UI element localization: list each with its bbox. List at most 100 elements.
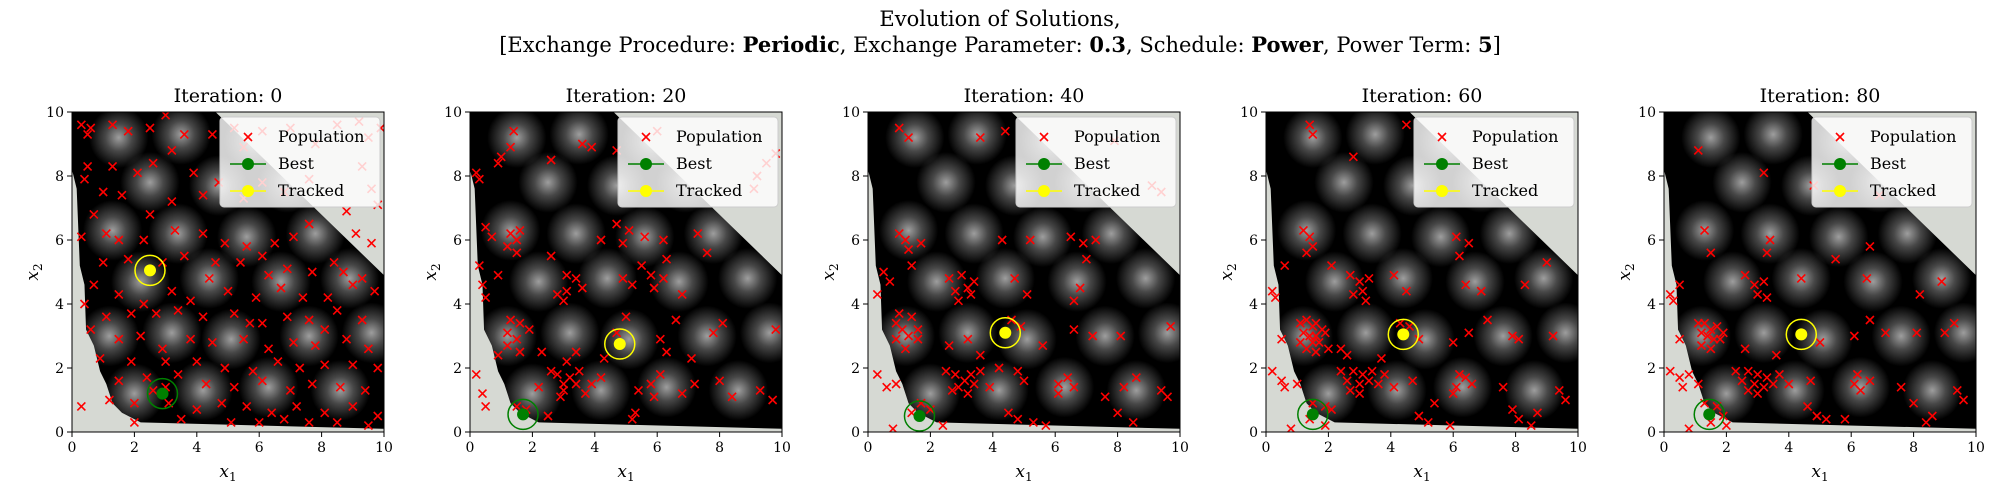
y-tick-label: 0 <box>55 425 64 441</box>
population-point <box>310 341 320 351</box>
subtitle-part: 0.3 <box>1089 32 1126 57</box>
population-point <box>307 267 317 277</box>
x-tick-label: 0 <box>1660 440 1669 456</box>
infeasible-region-lower <box>72 169 384 432</box>
population-point <box>288 337 299 347</box>
population-point <box>1937 277 1947 287</box>
population-point <box>263 344 274 354</box>
population-point <box>1451 382 1461 392</box>
population-point <box>132 168 143 178</box>
landscape-peak <box>1681 112 1741 168</box>
population-point <box>1100 392 1110 402</box>
population-point <box>950 369 960 379</box>
landscape-peak <box>1933 302 1976 364</box>
legend: Population Best Tracked <box>219 116 381 208</box>
population-point <box>913 325 923 335</box>
population-point <box>1429 398 1440 408</box>
population-point <box>474 261 484 271</box>
population-point <box>1414 411 1424 421</box>
population-point <box>727 392 737 402</box>
population-point <box>1737 376 1747 386</box>
population-point <box>1448 389 1458 399</box>
population-point <box>1949 318 1959 328</box>
population-point <box>1675 280 1685 290</box>
population-point <box>1320 421 1330 431</box>
population-point <box>1762 248 1772 258</box>
population-point <box>994 363 1004 373</box>
landscape-peak <box>1902 360 1962 421</box>
population-point <box>223 286 233 296</box>
population-point <box>1693 145 1703 155</box>
population-point <box>1088 331 1098 341</box>
legend-population-label: Population <box>1074 127 1160 146</box>
population-point <box>1865 241 1875 251</box>
population-point <box>1915 289 1925 299</box>
population-point <box>1740 344 1750 354</box>
x-tick-label: 10 <box>375 440 393 456</box>
landscape-peak <box>142 302 202 364</box>
population-point <box>173 369 183 379</box>
population-point <box>1116 331 1126 341</box>
population-point <box>715 376 725 386</box>
population-point <box>925 405 935 415</box>
population-point <box>167 286 177 296</box>
axes-frame <box>71 111 385 433</box>
population-point <box>477 389 488 399</box>
population-point <box>587 379 597 389</box>
landscape-peak <box>1106 360 1166 421</box>
population-point <box>220 238 230 248</box>
population-point <box>207 337 217 347</box>
population-point <box>1267 366 1277 376</box>
population-point <box>907 261 917 271</box>
population-point <box>515 318 525 328</box>
x-tick-label: 6 <box>1847 440 1856 456</box>
population-point <box>894 309 904 319</box>
population-point <box>1498 382 1508 392</box>
population-point <box>1389 270 1399 280</box>
y-tick-label: 10 <box>46 105 64 121</box>
population-point <box>562 286 572 296</box>
legend: Population Best Tracked <box>1413 116 1575 208</box>
x-tick-label: 4 <box>1386 440 1395 456</box>
population-point <box>76 120 86 130</box>
axes-frame <box>1265 111 1579 433</box>
population-point <box>596 373 606 383</box>
legend-best-label: Best <box>1870 154 1906 173</box>
population-point <box>1128 417 1138 427</box>
population-point <box>320 408 330 418</box>
population-point <box>941 366 951 376</box>
landscape-peak <box>1137 302 1180 364</box>
landscape-peak <box>1342 203 1402 264</box>
subtitle-part: Periodic <box>743 32 840 57</box>
population-point <box>1028 417 1038 427</box>
population-point <box>335 382 345 392</box>
panel-title: Iteration: 80 <box>1760 85 1881 107</box>
y-tick-label: 8 <box>851 169 860 185</box>
population-point <box>571 379 581 389</box>
population-point <box>1806 376 1816 386</box>
population-point <box>1749 280 1760 290</box>
population-point <box>220 363 230 373</box>
population-point <box>1373 379 1383 389</box>
landscape-peak <box>518 152 578 213</box>
landscape-peak <box>540 302 600 364</box>
population-point <box>1301 344 1312 354</box>
infeasible-region-lower <box>1266 169 1578 432</box>
population-point <box>891 334 901 344</box>
panel-iteration-0: 00 2 2 4 4 6 6 8 8 10 10 x1 x2 Iteration: 0 Population… <box>23 85 393 484</box>
population-point <box>104 395 115 405</box>
population-point <box>1308 129 1318 139</box>
population-point <box>1865 315 1875 325</box>
population-point <box>192 357 202 367</box>
x-tick-label: 6 <box>653 440 662 456</box>
population-point <box>477 280 488 290</box>
population-point <box>658 273 669 283</box>
landscape-peak <box>1336 302 1396 364</box>
legend-box <box>1811 116 1973 208</box>
population-point <box>1476 286 1486 296</box>
y-axis-label: x2 <box>421 263 443 280</box>
population-point <box>969 277 979 287</box>
landscape-peak <box>599 308 659 370</box>
population-point <box>373 363 383 373</box>
population-point <box>938 421 948 431</box>
